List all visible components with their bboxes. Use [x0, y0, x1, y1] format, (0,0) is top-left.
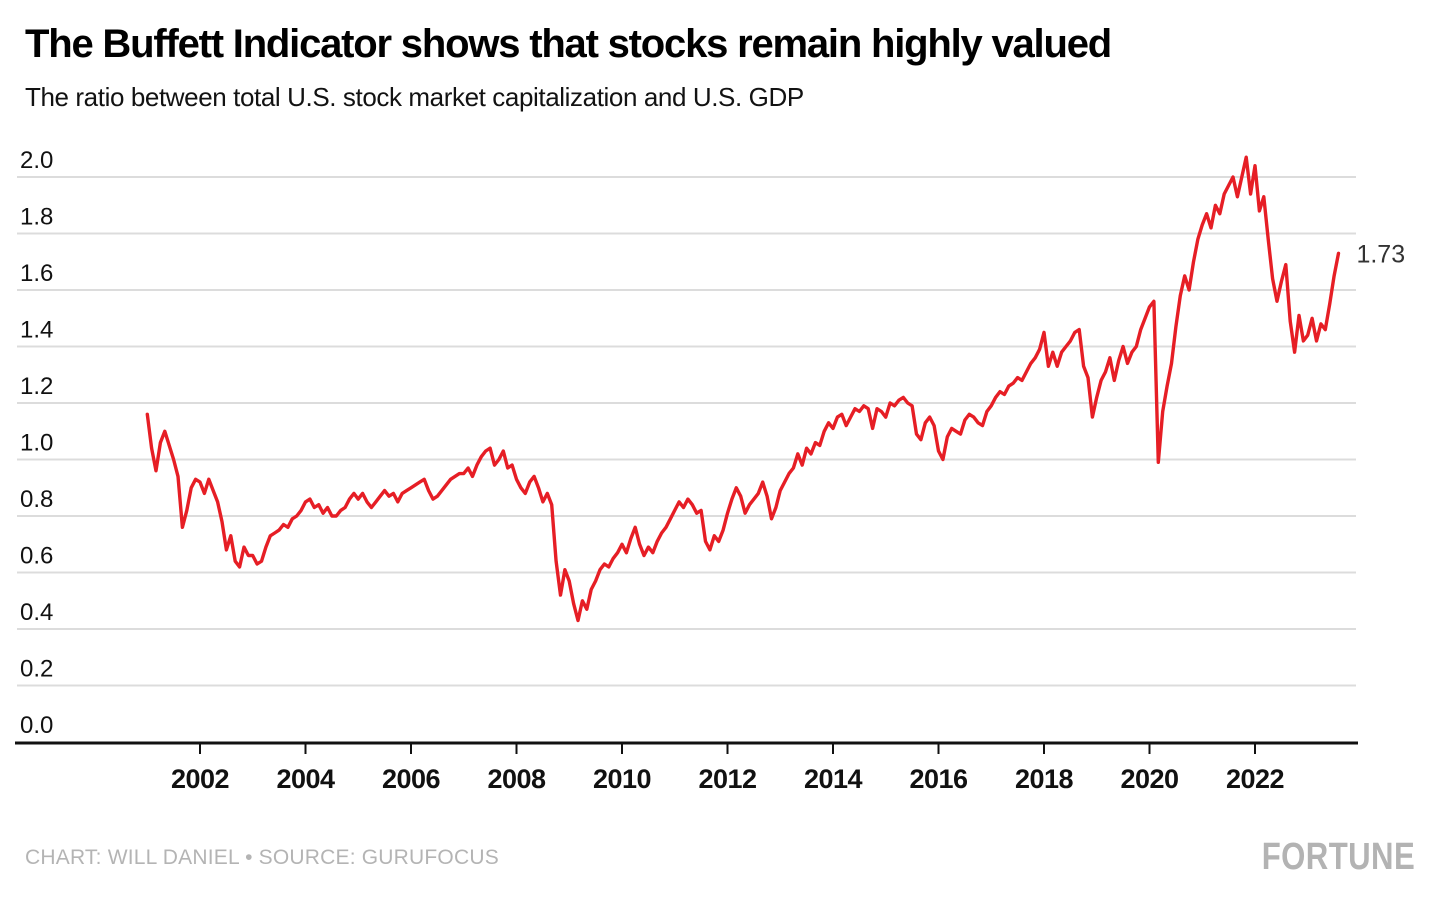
latest-value-annotation: 1.73 — [1356, 240, 1405, 268]
x-axis-tick-label: 2018 — [1015, 764, 1074, 794]
x-axis-tick-label: 2012 — [698, 764, 756, 794]
x-axis-tick-label: 2020 — [1120, 764, 1178, 794]
fortune-logo: FORTUNE — [1261, 836, 1415, 878]
buffett-indicator-line — [145, 155, 1341, 623]
chart-subtitle: The ratio between total U.S. stock marke… — [25, 82, 804, 112]
x-axis-tick-label: 2014 — [804, 764, 863, 794]
gridlines-layer: 0.0 0.2 0.4 0.6 0.8 1.0 1.2 1.4 1.6 1.8 2.0 — [17, 147, 1356, 739]
y-axis-tick-label: 0.2 — [20, 656, 53, 683]
y-axis-tick-label: 0.8 — [20, 486, 53, 513]
y-axis-tick-label: 1.4 — [20, 317, 53, 344]
x-axis-tick-label: 2022 — [1226, 764, 1284, 794]
chart-credit: CHART: WILL DANIEL • SOURCE: GURUFOCUS — [25, 846, 499, 869]
x-axis-tick-label: 2010 — [593, 764, 651, 794]
y-axis-tick-label: 1.2 — [20, 373, 53, 400]
series-layer — [145, 155, 1341, 623]
y-axis-tick-label: 1.6 — [20, 260, 53, 287]
x-axis-tick-label: 2008 — [487, 764, 546, 794]
y-axis-tick-label: 0.4 — [20, 599, 53, 626]
y-axis-tick-label: 2.0 — [20, 147, 53, 174]
x-axis-tick-label: 2006 — [382, 764, 441, 794]
annotation-layer: 1.73 — [1356, 240, 1405, 268]
axis-layer: 2002 2004 2006 2008 2010 2012 2014 2016 2018 2020… — [15, 741, 1358, 794]
y-axis-tick-label: 1.8 — [20, 204, 53, 231]
x-axis-tick-label: 2016 — [909, 764, 968, 794]
x-axis-tick-label: 2004 — [276, 764, 335, 794]
chart-title: The Buffett Indicator shows that stocks … — [25, 22, 1112, 66]
x-axis-tick-label: 2002 — [171, 764, 229, 794]
y-axis-tick-label: 0.0 — [20, 712, 53, 739]
y-axis-tick-label: 0.6 — [20, 543, 53, 570]
y-axis-tick-label: 1.0 — [20, 430, 53, 457]
